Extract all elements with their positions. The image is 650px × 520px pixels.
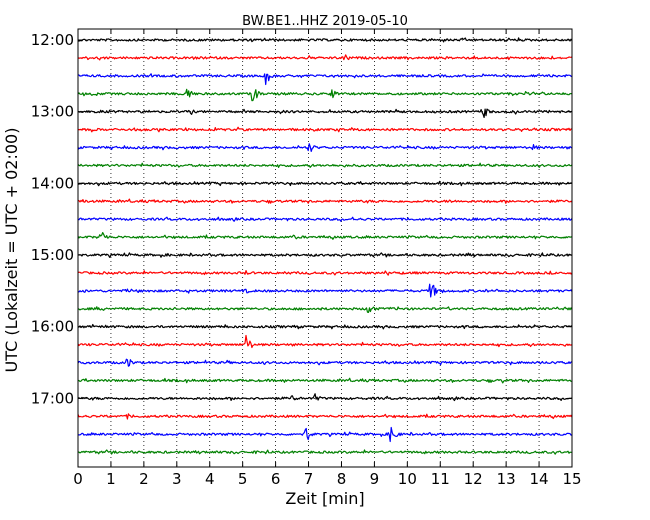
x-tick-label: 11: [431, 470, 450, 488]
seismogram-trace-1645: [77, 377, 572, 384]
seismogram-trace-1215: [77, 54, 573, 61]
seismogram-trace-1400: [77, 180, 573, 187]
x-axis-label: Zeit [min]: [285, 489, 364, 508]
seismogram-trace-1745: [77, 449, 573, 455]
y-tick-label: 17:00: [31, 389, 74, 407]
x-tick-label: 0: [73, 470, 83, 488]
x-tick-label: 1: [106, 470, 116, 488]
x-tick-label: 12: [464, 470, 483, 488]
seismogram-trace-1515: [77, 270, 573, 276]
seismogram-trace-1545: [77, 306, 573, 313]
x-tick-label: 15: [562, 470, 581, 488]
y-tick-label: 14:00: [31, 174, 74, 192]
x-tick-label: 14: [530, 470, 549, 488]
x-tick-label: 8: [337, 470, 347, 488]
seismogram-trace-1230: [78, 73, 573, 86]
seismogram-trace-1415: [77, 198, 573, 204]
seismogram-trace-1500: [77, 252, 573, 258]
seismogram-trace-1615: [77, 334, 573, 349]
x-tick-label: 9: [370, 470, 380, 488]
x-tick-label: 5: [238, 470, 248, 488]
seismogram-trace-1730: [77, 426, 573, 443]
x-tick-label: 7: [304, 470, 314, 488]
seismogram-trace-1630: [77, 358, 573, 367]
x-tick-label: 10: [398, 470, 417, 488]
seismogram-trace-1315: [77, 126, 573, 133]
seismogram-trace-1445: [77, 232, 573, 240]
y-tick-label: 15:00: [31, 246, 74, 264]
y-tick-label: 16:00: [31, 318, 74, 336]
y-tick-label: 12:00: [31, 31, 74, 49]
seismogram-trace-1600: [78, 323, 573, 330]
seismogram-traces: [77, 37, 573, 455]
seismogram-trace-1430: [77, 216, 573, 222]
plot-frame: [77, 28, 573, 468]
seismogram-trace-1345: [77, 162, 573, 168]
axis-ticks: 0 1 2 3 4 5 6 7 8 9 10 11 12 13 14 1512:0013:0014:0015:…: [31, 29, 582, 488]
seismogram-trace-1330: [77, 143, 573, 152]
x-tick-label: 6: [271, 470, 281, 488]
x-tick-label: 2: [139, 470, 149, 488]
seismogram-trace-1715: [77, 413, 573, 420]
seismogram-trace-1200: [77, 37, 573, 43]
seismogram-trace-1300: [77, 108, 573, 118]
y-tick-label: 13:00: [31, 103, 74, 121]
seismogram-trace-1245: [77, 88, 573, 102]
seismogram-trace-1530: [77, 283, 573, 298]
y-axis-label: UTC (Lokalzeit = UTC + 02:00): [2, 128, 21, 373]
x-tick-label: 4: [205, 470, 215, 488]
x-tick-label: 13: [497, 470, 516, 488]
chart-title: BW.BE1..HHZ 2019-05-10: [242, 14, 408, 29]
seismogram-trace-1700: [77, 393, 573, 402]
x-tick-label: 3: [172, 470, 182, 488]
